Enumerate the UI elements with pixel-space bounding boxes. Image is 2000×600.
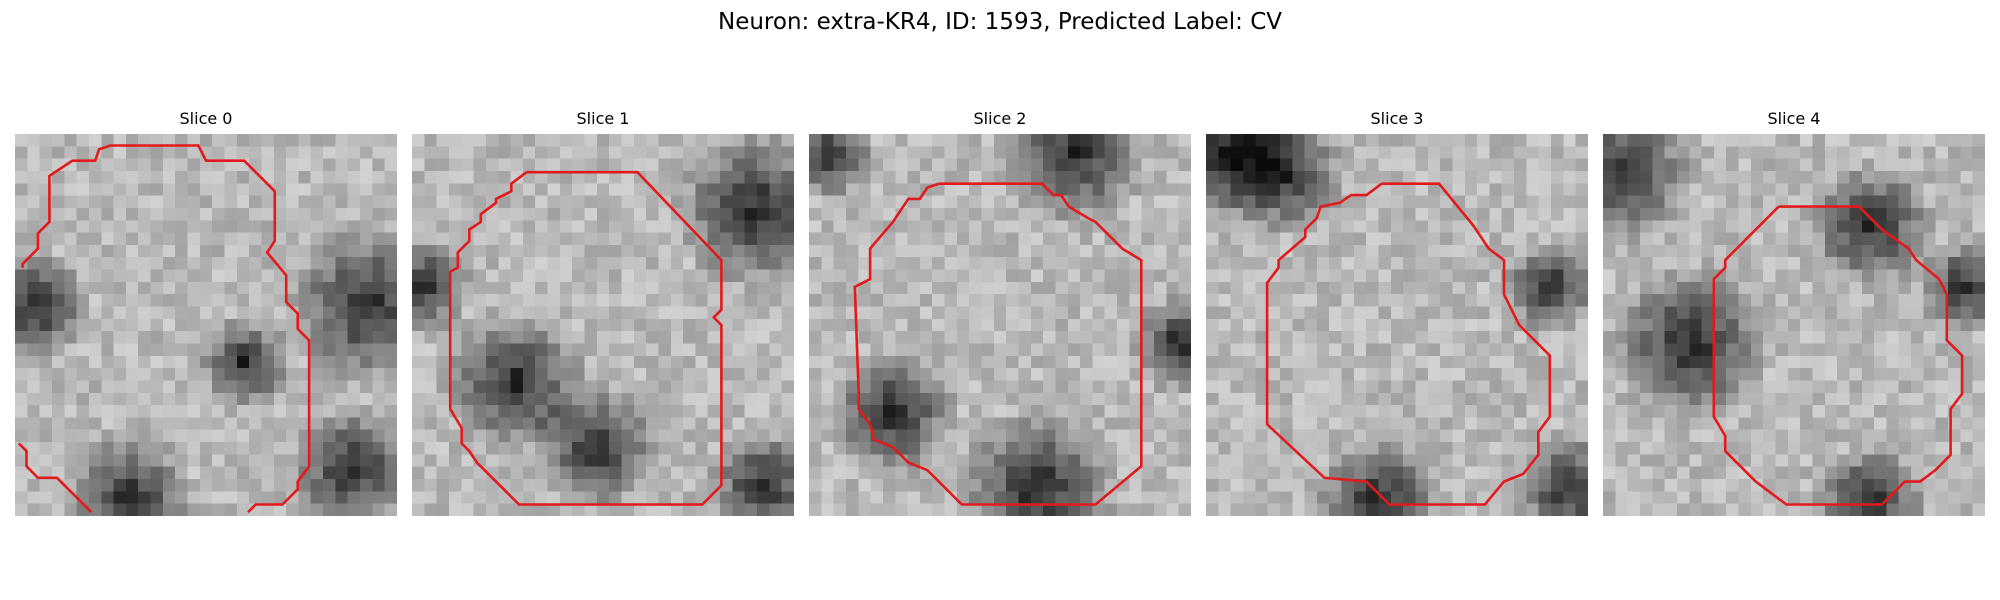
- slice-title-0: Slice 0: [179, 109, 233, 128]
- cell-contour-line: [1712, 205, 1964, 506]
- cell-contour-line: [1265, 182, 1552, 506]
- slice-panel-2: Slice 2: [809, 108, 1191, 518]
- slice-image-0: [15, 134, 397, 516]
- slice-panel-1: Slice 1: [412, 108, 794, 518]
- micrograph-texture: [412, 134, 794, 516]
- micrograph-texture: [809, 134, 1191, 516]
- cell-contour-line: [17, 442, 93, 514]
- slice-panel-3: Slice 3: [1206, 108, 1588, 518]
- slice-image-2: [809, 134, 1191, 516]
- slice-title-4: Slice 4: [1767, 109, 1821, 128]
- cell-contour-line: [21, 144, 311, 514]
- micrograph-texture: [15, 134, 397, 516]
- slice-panel-4: Slice 4: [1603, 108, 1985, 518]
- slice-image-1: [412, 134, 794, 516]
- figure-title: Neuron: extra-KR4, ID: 1593, Predicted L…: [717, 9, 1283, 35]
- micrograph-texture: [1206, 134, 1588, 516]
- slice-title-1: Slice 1: [576, 109, 630, 128]
- slice-image-4: [1603, 134, 1985, 516]
- slice-image-3: [1206, 134, 1588, 516]
- slice-title-3: Slice 3: [1370, 109, 1424, 128]
- cell-contour-line: [853, 182, 1143, 506]
- slice-title-2: Slice 2: [973, 109, 1027, 128]
- cell-contour-line: [448, 170, 723, 506]
- slice-panel-0: Slice 0: [15, 108, 397, 518]
- micrograph-texture: [1603, 134, 1985, 516]
